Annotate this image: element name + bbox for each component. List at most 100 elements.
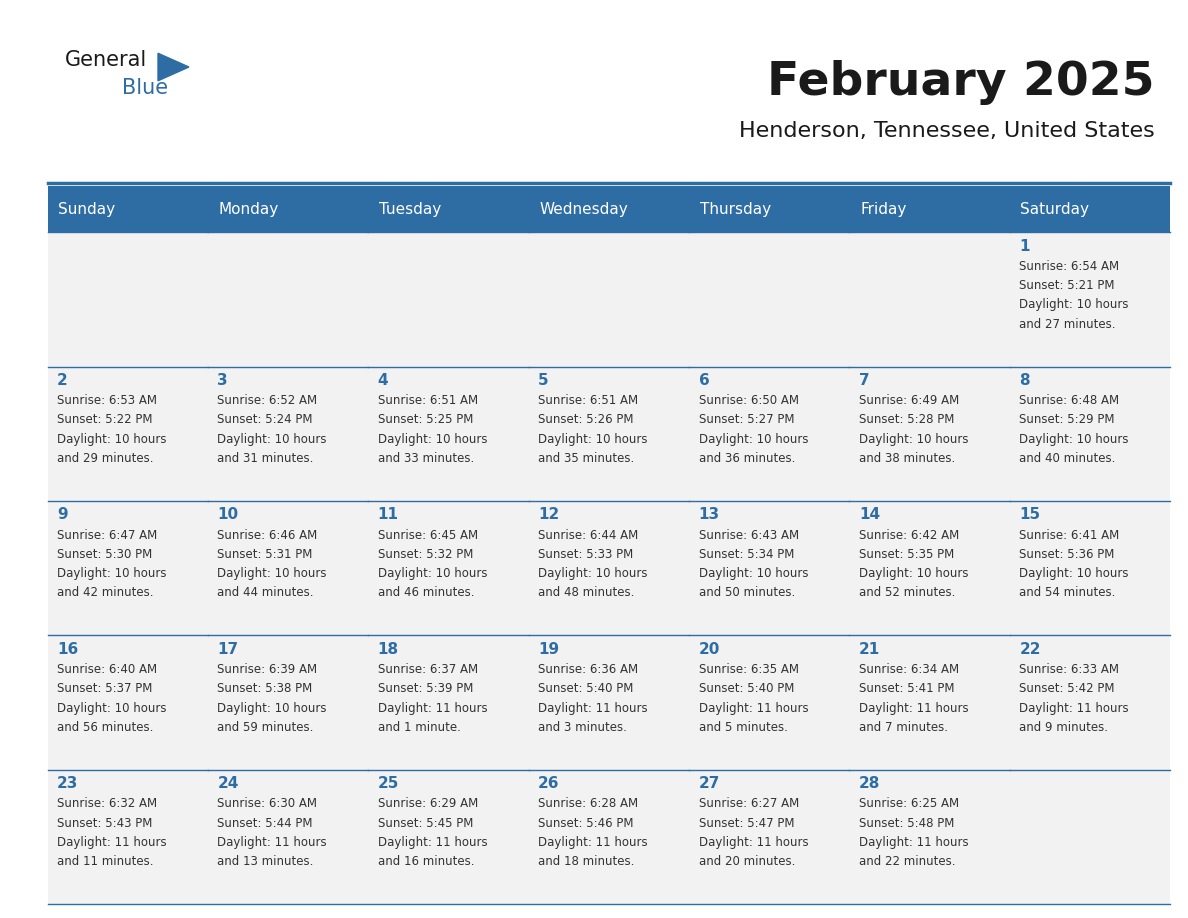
Text: Daylight: 11 hours: Daylight: 11 hours bbox=[378, 701, 487, 714]
Bar bbox=[689, 366, 849, 501]
Text: Sunset: 5:27 PM: Sunset: 5:27 PM bbox=[699, 413, 794, 427]
Bar bbox=[48, 770, 208, 904]
Text: Sunrise: 6:52 AM: Sunrise: 6:52 AM bbox=[217, 394, 317, 408]
Bar bbox=[529, 770, 689, 904]
Text: Sunrise: 6:51 AM: Sunrise: 6:51 AM bbox=[538, 394, 638, 408]
Text: and 35 minutes.: and 35 minutes. bbox=[538, 452, 634, 465]
Bar bbox=[1010, 186, 1170, 232]
Text: Sunrise: 6:54 AM: Sunrise: 6:54 AM bbox=[1019, 260, 1119, 273]
Text: Sunset: 5:38 PM: Sunset: 5:38 PM bbox=[217, 682, 312, 695]
Text: Sunset: 5:41 PM: Sunset: 5:41 PM bbox=[859, 682, 954, 695]
Text: Daylight: 10 hours: Daylight: 10 hours bbox=[1019, 298, 1129, 311]
Text: and 44 minutes.: and 44 minutes. bbox=[217, 587, 314, 599]
Text: Sunrise: 6:39 AM: Sunrise: 6:39 AM bbox=[217, 663, 317, 676]
Text: 24: 24 bbox=[217, 777, 239, 791]
Text: Blue: Blue bbox=[122, 78, 169, 98]
Text: Daylight: 10 hours: Daylight: 10 hours bbox=[57, 432, 166, 446]
Text: and 46 minutes.: and 46 minutes. bbox=[378, 587, 474, 599]
Text: and 48 minutes.: and 48 minutes. bbox=[538, 587, 634, 599]
Text: 26: 26 bbox=[538, 777, 560, 791]
Text: and 56 minutes.: and 56 minutes. bbox=[57, 721, 153, 733]
Text: Daylight: 11 hours: Daylight: 11 hours bbox=[217, 836, 327, 849]
Bar bbox=[529, 186, 689, 232]
Text: and 11 minutes.: and 11 minutes. bbox=[57, 856, 153, 868]
Text: Sunset: 5:37 PM: Sunset: 5:37 PM bbox=[57, 682, 152, 695]
Text: Daylight: 10 hours: Daylight: 10 hours bbox=[859, 567, 968, 580]
Text: Sunset: 5:42 PM: Sunset: 5:42 PM bbox=[1019, 682, 1114, 695]
Text: 28: 28 bbox=[859, 777, 880, 791]
Text: Daylight: 10 hours: Daylight: 10 hours bbox=[217, 701, 327, 714]
Bar bbox=[208, 366, 368, 501]
Text: Sunset: 5:22 PM: Sunset: 5:22 PM bbox=[57, 413, 152, 427]
Text: and 38 minutes.: and 38 minutes. bbox=[859, 452, 955, 465]
Text: 10: 10 bbox=[217, 508, 239, 522]
Text: 21: 21 bbox=[859, 642, 880, 657]
Text: Sunrise: 6:47 AM: Sunrise: 6:47 AM bbox=[57, 529, 157, 542]
Bar bbox=[368, 501, 529, 635]
Text: and 7 minutes.: and 7 minutes. bbox=[859, 721, 948, 733]
Text: Tuesday: Tuesday bbox=[379, 202, 441, 217]
Text: 4: 4 bbox=[378, 373, 388, 388]
Text: Sunset: 5:43 PM: Sunset: 5:43 PM bbox=[57, 817, 152, 830]
Text: Sunrise: 6:43 AM: Sunrise: 6:43 AM bbox=[699, 529, 798, 542]
Text: Monday: Monday bbox=[219, 202, 279, 217]
Text: Daylight: 11 hours: Daylight: 11 hours bbox=[699, 836, 808, 849]
Text: Sunset: 5:40 PM: Sunset: 5:40 PM bbox=[538, 682, 633, 695]
Text: and 16 minutes.: and 16 minutes. bbox=[378, 856, 474, 868]
Text: and 18 minutes.: and 18 minutes. bbox=[538, 856, 634, 868]
Text: and 20 minutes.: and 20 minutes. bbox=[699, 856, 795, 868]
Text: Thursday: Thursday bbox=[700, 202, 771, 217]
Bar bbox=[689, 501, 849, 635]
Text: and 54 minutes.: and 54 minutes. bbox=[1019, 587, 1116, 599]
Text: 23: 23 bbox=[57, 777, 78, 791]
Text: 5: 5 bbox=[538, 373, 549, 388]
Bar bbox=[849, 232, 1010, 366]
Text: 22: 22 bbox=[1019, 642, 1041, 657]
Text: Sunset: 5:21 PM: Sunset: 5:21 PM bbox=[1019, 279, 1114, 292]
Bar bbox=[529, 232, 689, 366]
Text: Sunrise: 6:25 AM: Sunrise: 6:25 AM bbox=[859, 798, 959, 811]
Text: 8: 8 bbox=[1019, 373, 1030, 388]
Text: Sunrise: 6:53 AM: Sunrise: 6:53 AM bbox=[57, 394, 157, 408]
Text: Sunset: 5:25 PM: Sunset: 5:25 PM bbox=[378, 413, 473, 427]
Text: Daylight: 10 hours: Daylight: 10 hours bbox=[378, 432, 487, 446]
Text: and 33 minutes.: and 33 minutes. bbox=[378, 452, 474, 465]
Text: Sunrise: 6:48 AM: Sunrise: 6:48 AM bbox=[1019, 394, 1119, 408]
Text: Daylight: 10 hours: Daylight: 10 hours bbox=[57, 701, 166, 714]
Bar bbox=[689, 770, 849, 904]
Text: Daylight: 10 hours: Daylight: 10 hours bbox=[378, 567, 487, 580]
Text: Sunrise: 6:45 AM: Sunrise: 6:45 AM bbox=[378, 529, 478, 542]
Text: Daylight: 10 hours: Daylight: 10 hours bbox=[1019, 567, 1129, 580]
Text: Sunset: 5:30 PM: Sunset: 5:30 PM bbox=[57, 548, 152, 561]
Text: Sunset: 5:40 PM: Sunset: 5:40 PM bbox=[699, 682, 794, 695]
Bar bbox=[208, 232, 368, 366]
Text: Wednesday: Wednesday bbox=[539, 202, 628, 217]
Text: Sunrise: 6:36 AM: Sunrise: 6:36 AM bbox=[538, 663, 638, 676]
Text: 17: 17 bbox=[217, 642, 239, 657]
Text: Sunset: 5:48 PM: Sunset: 5:48 PM bbox=[859, 817, 954, 830]
Bar bbox=[529, 366, 689, 501]
Text: Sunrise: 6:29 AM: Sunrise: 6:29 AM bbox=[378, 798, 478, 811]
Text: and 50 minutes.: and 50 minutes. bbox=[699, 587, 795, 599]
Bar bbox=[849, 366, 1010, 501]
Text: Sunset: 5:36 PM: Sunset: 5:36 PM bbox=[1019, 548, 1114, 561]
Text: Sunrise: 6:40 AM: Sunrise: 6:40 AM bbox=[57, 663, 157, 676]
Text: Sunday: Sunday bbox=[58, 202, 115, 217]
Text: Sunset: 5:24 PM: Sunset: 5:24 PM bbox=[217, 413, 312, 427]
Text: and 31 minutes.: and 31 minutes. bbox=[217, 452, 314, 465]
Text: Daylight: 10 hours: Daylight: 10 hours bbox=[699, 567, 808, 580]
Text: 6: 6 bbox=[699, 373, 709, 388]
Text: Sunrise: 6:46 AM: Sunrise: 6:46 AM bbox=[217, 529, 317, 542]
Text: and 27 minutes.: and 27 minutes. bbox=[1019, 318, 1116, 330]
Bar bbox=[368, 635, 529, 770]
Bar bbox=[1010, 232, 1170, 366]
Bar bbox=[689, 635, 849, 770]
Text: Sunrise: 6:28 AM: Sunrise: 6:28 AM bbox=[538, 798, 638, 811]
Text: 12: 12 bbox=[538, 508, 560, 522]
Bar bbox=[208, 501, 368, 635]
Text: and 1 minute.: and 1 minute. bbox=[378, 721, 461, 733]
Bar bbox=[368, 366, 529, 501]
Text: Daylight: 11 hours: Daylight: 11 hours bbox=[538, 836, 647, 849]
Text: and 22 minutes.: and 22 minutes. bbox=[859, 856, 955, 868]
Text: 15: 15 bbox=[1019, 508, 1041, 522]
